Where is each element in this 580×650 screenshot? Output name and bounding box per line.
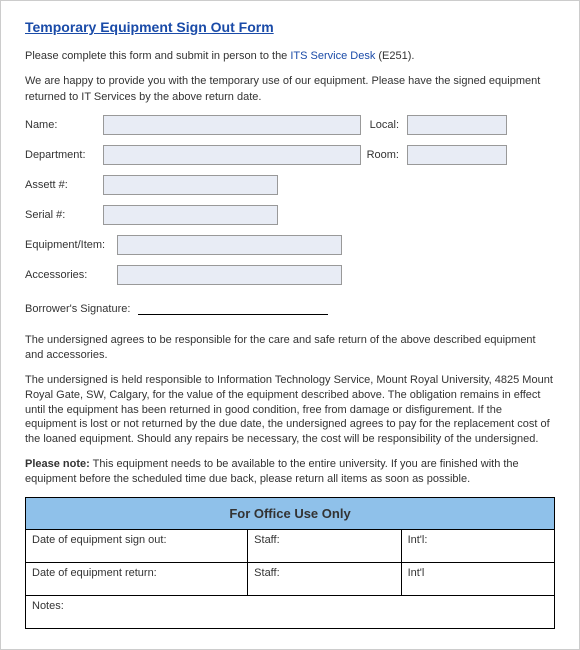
- cell-intl-2[interactable]: Int'l: [401, 562, 554, 595]
- input-equipment[interactable]: [117, 235, 342, 255]
- label-accessories: Accessories:: [25, 269, 117, 281]
- input-local[interactable]: [407, 115, 507, 135]
- input-accessories[interactable]: [117, 265, 342, 285]
- signature-line[interactable]: [138, 299, 328, 315]
- cell-notes[interactable]: Notes:: [26, 595, 555, 628]
- input-name[interactable]: [103, 115, 361, 135]
- row-serial: Serial #:: [25, 205, 555, 225]
- paragraph-obligation: The undersigned is held responsible to I…: [25, 373, 555, 447]
- row-accessories: Accessories:: [25, 265, 555, 285]
- service-desk-link[interactable]: ITS Service Desk: [290, 50, 375, 62]
- form-title: Temporary Equipment Sign Out Form: [25, 19, 555, 35]
- cell-intl-1[interactable]: Int'l:: [401, 529, 554, 562]
- label-room: Room:: [361, 149, 407, 161]
- intro-pre: Please complete this form and submit in …: [25, 50, 290, 62]
- intro-post: (E251).: [375, 50, 414, 62]
- cell-return-date[interactable]: Date of equipment return:: [26, 562, 248, 595]
- label-signature: Borrower's Signature:: [25, 303, 130, 315]
- cell-staff-1[interactable]: Staff:: [248, 529, 401, 562]
- cell-signout-date[interactable]: Date of equipment sign out:: [26, 529, 248, 562]
- input-asset[interactable]: [103, 175, 278, 195]
- label-department: Department:: [25, 149, 103, 161]
- form-page: Temporary Equipment Sign Out Form Please…: [0, 0, 580, 650]
- note-label: Please note:: [25, 458, 90, 470]
- intro-line-2: We are happy to provide you with the tem…: [25, 74, 555, 105]
- intro-line-1: Please complete this form and submit in …: [25, 49, 555, 64]
- label-name: Name:: [25, 119, 103, 131]
- paragraph-responsibility: The undersigned agrees to be responsible…: [25, 333, 555, 363]
- row-asset: Assett #:: [25, 175, 555, 195]
- cell-staff-2[interactable]: Staff:: [248, 562, 401, 595]
- row-name: Name: Local:: [25, 115, 555, 135]
- office-use-table: For Office Use Only Date of equipment si…: [25, 497, 555, 629]
- office-header: For Office Use Only: [26, 497, 555, 529]
- input-serial[interactable]: [103, 205, 278, 225]
- row-signature: Borrower's Signature:: [25, 299, 555, 315]
- paragraph-note: Please note: This equipment needs to be …: [25, 457, 555, 487]
- label-serial: Serial #:: [25, 209, 103, 221]
- label-equipment: Equipment/Item:: [25, 239, 117, 251]
- row-department: Department: Room:: [25, 145, 555, 165]
- label-asset: Assett #:: [25, 179, 103, 191]
- row-equipment: Equipment/Item:: [25, 235, 555, 255]
- input-department[interactable]: [103, 145, 361, 165]
- input-room[interactable]: [407, 145, 507, 165]
- label-local: Local:: [361, 119, 407, 131]
- note-text: This equipment needs to be available to …: [25, 458, 519, 485]
